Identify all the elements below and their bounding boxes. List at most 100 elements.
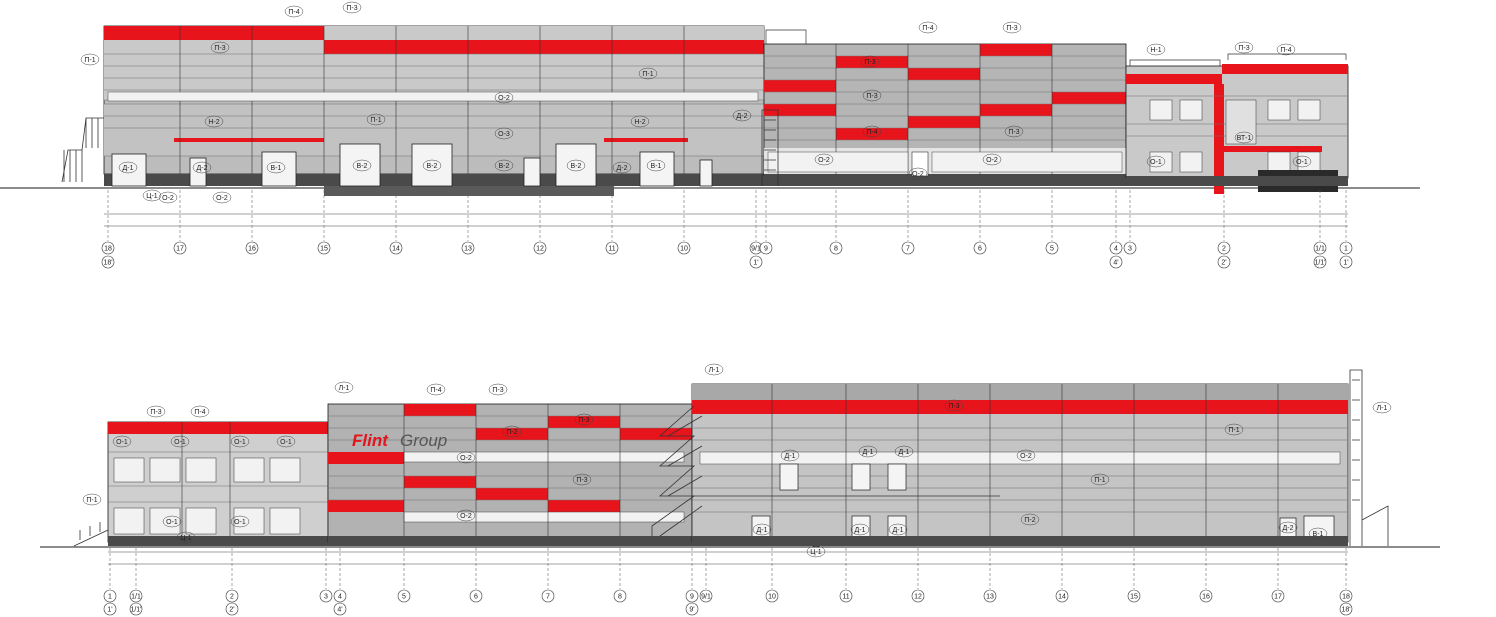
flint-group-logo: Flint Group [352,431,447,450]
axis-marker [469,589,483,603]
axis-marker [901,241,915,255]
stair-left [61,117,104,183]
axis-sub-label: 1' [107,607,112,614]
axis-label: 1 [108,594,112,601]
panel-label-marker [1292,155,1312,168]
logo-text-group: Group [400,431,447,450]
panel-label-marker [814,153,834,166]
panel-label-marker [1020,513,1040,526]
axis-marker [1313,241,1327,255]
panel-label-marker [190,405,210,418]
panel-label: Д-1 [863,449,874,456]
axis-label: 17 [176,246,184,253]
panel-label-marker [918,21,938,34]
building-d [107,421,329,546]
panel-label: П-4 [922,25,933,32]
panel-label-marker [82,493,102,506]
panel-label: О-1 [234,439,246,446]
panel-label-marker [1234,131,1254,144]
panel-label: О-2 [818,157,830,164]
axis-marker [129,589,143,603]
panel-label: П-3 [866,93,877,100]
axis-sub-label: 4' [1113,260,1118,267]
panel-label: Л-1 [1377,405,1388,412]
axis-sub-marker [129,602,143,616]
axis-sub-marker [749,255,763,269]
axis-sub-marker [685,602,699,616]
axis-label: 16 [1202,594,1210,601]
axis-marker [1055,589,1069,603]
door-label-marker [192,161,212,174]
axis-label: 9/1 [751,246,761,253]
panel-label-marker [342,1,362,14]
panel-label-marker [574,413,594,426]
axis-label: 9 [690,594,694,601]
axis-label: 17 [1274,594,1282,601]
panel-label-marker [170,435,190,448]
door-label: О-2 [162,195,174,202]
panel-label: П-1 [1094,477,1105,484]
labels-bottom: П-3 П-4 О-1 О-1 О-1 О-1 П-1 О-1 О-1 Ц-1 Л-1 П-4 П-3 П… [82,363,1392,558]
axis-marker [829,241,843,255]
ramp-left [73,522,109,547]
building-e [327,403,693,546]
axis-label: 18 [104,246,112,253]
door-label-marker [352,159,372,172]
axis-label: 2 [1222,246,1226,253]
door-label: Ц-1 [810,549,822,556]
panel-label: П-3 [1008,129,1019,136]
panel-label-marker [284,5,304,18]
axis-marker [1339,241,1353,255]
axis-label: 15 [1130,594,1138,601]
axis-marker [685,589,699,603]
axis-label: 4 [338,594,342,601]
panel-label-marker [502,425,522,438]
door-label: О-2 [216,195,228,202]
axis-marker [1045,241,1059,255]
panel-label: П-3 [578,417,589,424]
axis-marker [911,589,925,603]
dimension-lines-top [104,213,1348,227]
axis-marker [759,241,773,255]
axis-label: 16 [248,246,256,253]
panel-label: П-4 [1280,47,1291,54]
axis-marker [613,589,627,603]
axis-label: 7 [546,594,550,601]
axis-label: 1 [1344,246,1348,253]
door-label: В-2 [571,163,582,170]
panel-label: О-3 [498,131,510,138]
axis-label: 12 [536,246,544,253]
roof-items-top [765,29,1347,66]
panel-label-marker [1146,155,1166,168]
panel-label: Л-1 [339,385,350,392]
panel-label: О-1 [280,439,292,446]
axis-label: 13 [986,594,994,601]
door-label-marker [142,189,162,202]
facade-bottom: Flint Group 1 1/1 2 3 4 5 6 7 8 9 9/1 10 11 12 13 14 15 1… [40,363,1440,616]
panel-label: П-3 [492,387,503,394]
axis-marker [1271,589,1285,603]
panel-label-marker [1234,41,1254,54]
axis-marker [1199,589,1213,603]
panel-label-marker [704,363,724,376]
panel-label-marker [630,115,650,128]
axis-sub-label: 18' [1341,607,1350,614]
door-label-marker [494,159,514,172]
axis-label: 18 [1342,594,1350,601]
panel-label: О-1 [166,519,178,526]
building-f [691,383,1349,546]
axis-sub-label: 9' [689,607,694,614]
door-label-marker [1278,521,1298,534]
door-label-marker [646,159,666,172]
axis-label: 14 [1058,594,1066,601]
door-label: О-2 [912,171,924,178]
panel-label: О-1 [174,439,186,446]
axis-label: 15 [320,246,328,253]
panel-label: Н-1 [1150,47,1161,54]
axis-label: 12 [914,594,922,601]
axis-sub-label: 1' [1343,260,1348,267]
stair-mid [761,109,779,186]
door-label-marker [212,191,232,204]
axis-label: 6 [978,246,982,253]
